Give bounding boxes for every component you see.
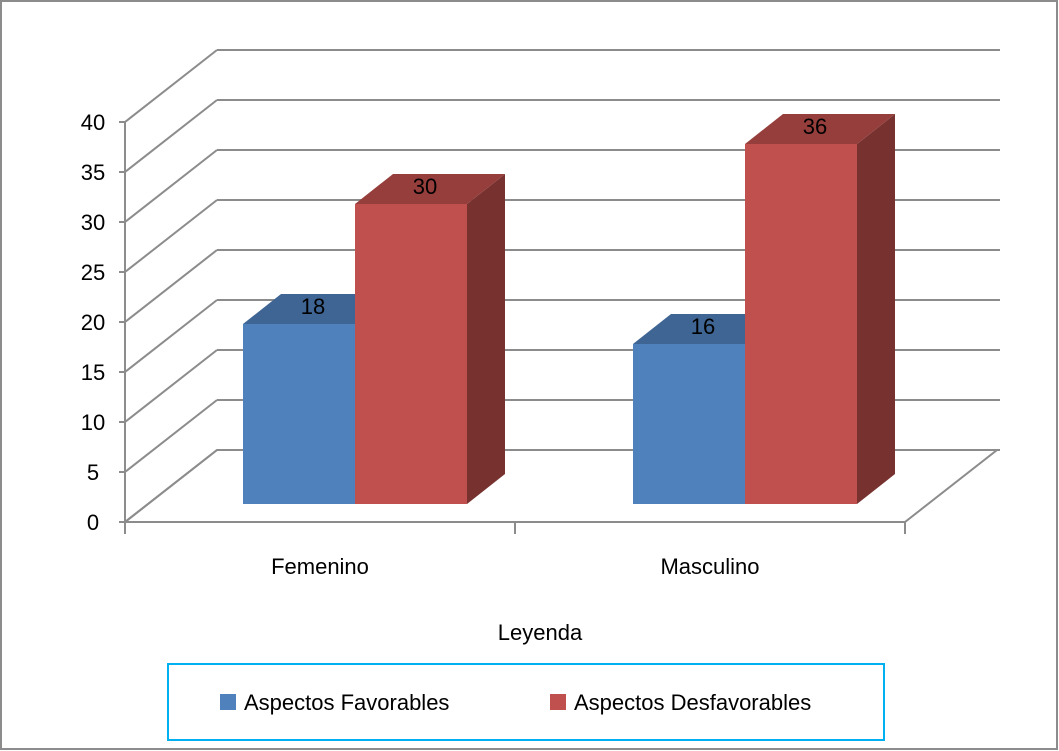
- side-gridline: [124, 199, 218, 273]
- side-gridline: [124, 99, 218, 173]
- legend: Aspectos Favorables Aspectos Desfavorable…: [167, 663, 885, 741]
- y-tick-label: 40: [81, 110, 105, 135]
- bar-side: [857, 114, 895, 504]
- legend-box: [167, 663, 885, 741]
- legend-swatch: [220, 694, 236, 710]
- y-tick-label: 25: [81, 260, 105, 285]
- y-tick-label: 5: [87, 460, 99, 485]
- y-tick-label: 35: [81, 160, 105, 185]
- side-gridline: [124, 149, 218, 223]
- x-tick-label: Masculino: [660, 554, 759, 579]
- x-axis: Femenino Masculino: [124, 521, 906, 579]
- side-gridline: [124, 249, 218, 323]
- bar-top: [355, 174, 505, 204]
- y-tick-label: 0: [87, 510, 99, 535]
- x-tick-label: Femenino: [271, 554, 369, 579]
- side-gridline: [124, 299, 218, 373]
- bar: [633, 344, 745, 504]
- bar: [745, 144, 857, 504]
- bar-top: [745, 114, 895, 144]
- side-gridline: [124, 399, 218, 473]
- y-tick-label: 30: [81, 210, 105, 235]
- y-axis: 0 5 10 15 20 25 30 35 40: [81, 110, 126, 535]
- bars: [243, 114, 895, 504]
- data-labels: 18 30 16 36: [301, 114, 827, 339]
- data-label: 30: [413, 174, 437, 199]
- x-axis-title: Leyenda: [498, 620, 583, 645]
- bar: [355, 204, 467, 504]
- side-gridline: [124, 349, 218, 423]
- bar-side: [467, 174, 505, 504]
- y-tick-label: 10: [81, 410, 105, 435]
- side-gridline: [124, 49, 218, 123]
- legend-swatch: [550, 694, 566, 710]
- data-label: 18: [301, 294, 325, 319]
- data-label: 16: [691, 314, 715, 339]
- y-tick-label: 15: [81, 360, 105, 385]
- y-tick-label: 20: [81, 310, 105, 335]
- side-gridline: [124, 449, 218, 523]
- legend-label: Aspectos Desfavorables: [574, 690, 811, 715]
- legend-label: Aspectos Favorables: [244, 690, 449, 715]
- bar: [243, 324, 355, 504]
- data-label: 36: [803, 114, 827, 139]
